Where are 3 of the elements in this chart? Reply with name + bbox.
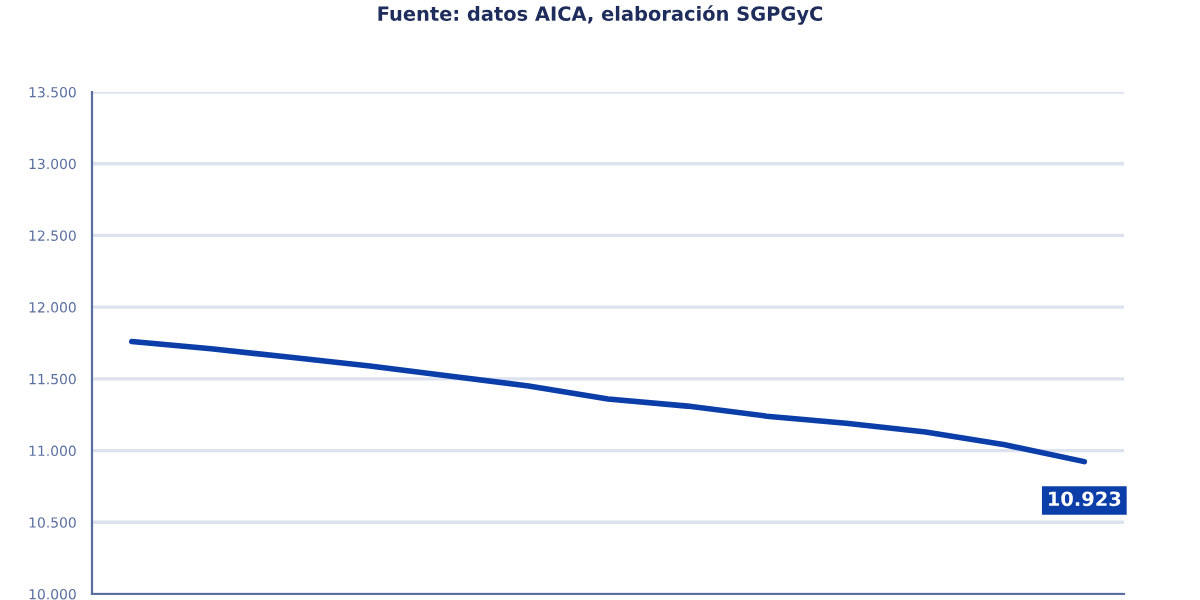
data-label: 10.923 xyxy=(1048,491,1121,507)
chart-subtitle: Fuente: datos AICA, elaboración SGPGyC xyxy=(378,5,823,25)
line-series xyxy=(128,338,1088,465)
